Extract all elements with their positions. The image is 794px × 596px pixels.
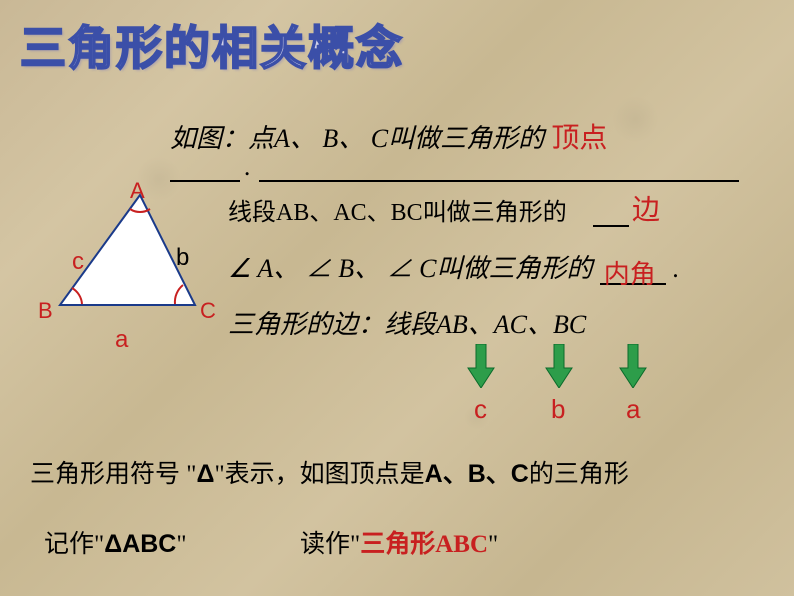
l5-p2: "表示，如图顶点是	[214, 461, 424, 488]
l6-prefix: 记作"	[44, 531, 104, 558]
l7-suffix: "	[488, 531, 498, 558]
line1: 如图：点A、 B、 C叫做三角形的 顶点	[170, 116, 607, 156]
side-a-label: a	[115, 326, 128, 354]
side-c-label: c	[72, 248, 84, 276]
line6: 记作"ΔABC"	[44, 524, 187, 560]
l5-vertices: A、B、C	[425, 460, 529, 488]
l6-delta: ΔABC	[104, 530, 176, 558]
side-b-label: b	[176, 244, 189, 272]
line3-text: ∠ A、 ∠ B、 ∠ C叫做三角形的	[228, 254, 592, 283]
arrow-1	[466, 344, 496, 388]
page-title: 三角形的相关概念	[20, 12, 404, 78]
arrow-label-b: b	[551, 394, 565, 425]
period: .	[244, 152, 251, 181]
arrow-3	[618, 344, 648, 388]
line2-text: 线段AB、AC、BC叫做三角形的	[228, 200, 567, 226]
line4-text: 三角形的边：线段AB、AC、BC	[228, 304, 586, 341]
line1-answer: 顶点	[551, 123, 607, 154]
l5-p3: 的三角形	[529, 461, 629, 488]
arrow-label-c: c	[474, 394, 487, 425]
line1-blank: .	[170, 152, 739, 182]
l5-delta: Δ	[196, 460, 214, 488]
vertex-c-label: C	[200, 298, 216, 324]
l5-p1: 三角形用符号 "	[30, 461, 196, 488]
l7-red: 三角形ABC	[360, 531, 488, 558]
arrow-2	[544, 344, 574, 388]
line2: 线段AB、AC、BC叫做三角形的 边	[228, 192, 629, 227]
line5: 三角形用符号 "Δ"表示，如图顶点是A、B、C的三角形	[30, 454, 629, 490]
arrow-label-a: a	[626, 394, 640, 425]
l7-prefix: 读作"	[300, 531, 360, 558]
vertex-b-label: B	[38, 298, 53, 324]
vertex-a-label: A	[130, 178, 145, 204]
l6-suffix: "	[176, 531, 186, 558]
line7: 读作"三角形ABC"	[300, 524, 498, 560]
line3: ∠ A、 ∠ B、 ∠ C叫做三角形的 内角 .	[228, 248, 679, 285]
line1-prefix: 如图：点A、 B、 C叫做三角形的	[170, 124, 544, 153]
line3-answer: 内角	[604, 254, 656, 291]
line2-answer: 边	[632, 188, 660, 228]
